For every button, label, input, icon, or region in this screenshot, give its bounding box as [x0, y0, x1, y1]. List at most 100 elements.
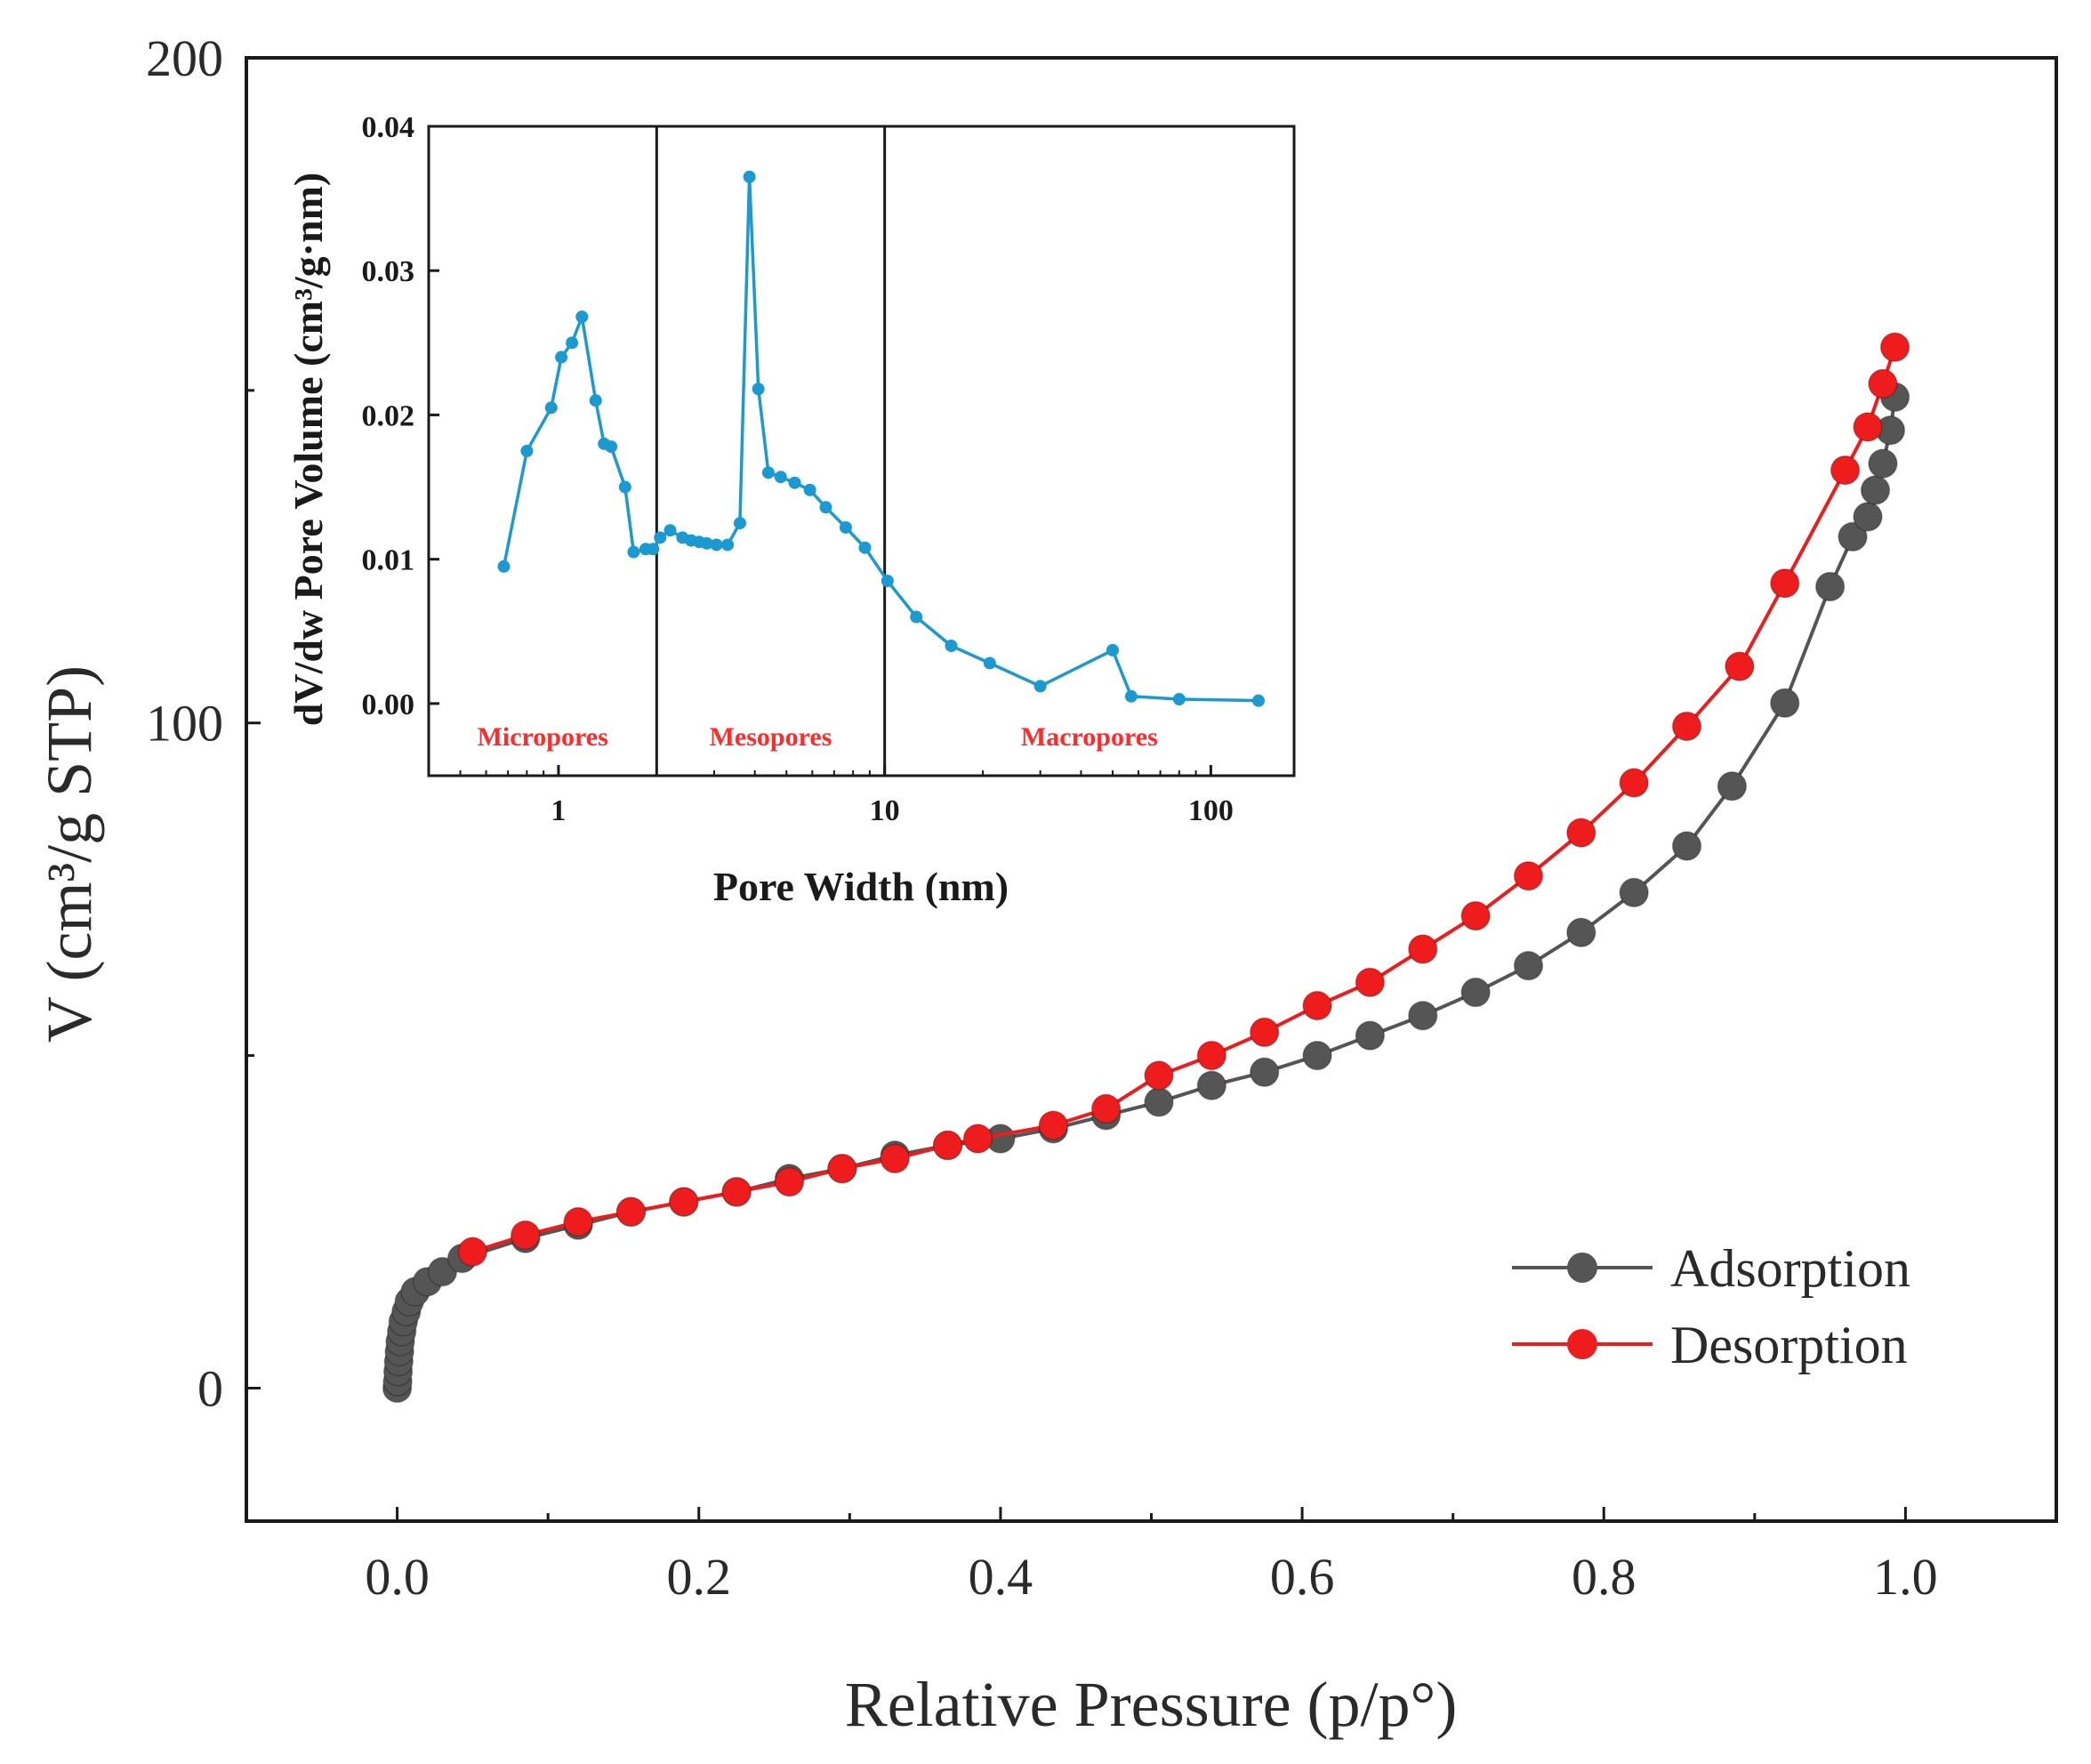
inset-axis-tick-labels: 1 10 100 0.00 0.01 0.02 0.03 0.04 — [362, 111, 1234, 827]
desorption-point — [1038, 1110, 1069, 1140]
adsorption-point — [1770, 688, 1800, 719]
y-tick-label: 200 — [146, 29, 223, 87]
inset-y-tick-label: 0.04 — [362, 111, 415, 144]
desorption-point — [1196, 1040, 1227, 1071]
inset-y-axis-title: dV/dw Pore Volume (cm³/g·nm) — [286, 173, 331, 726]
legend-label-desorption: Desorption — [1670, 1316, 1908, 1374]
legend-marker-desorption — [1567, 1329, 1597, 1359]
x-axis-title: Relative Pressure (p/p°) — [845, 1669, 1458, 1740]
desorption-point — [615, 1196, 647, 1228]
adsorption-point — [1860, 475, 1891, 505]
pore-distribution-point — [544, 401, 558, 415]
pore-distribution-point — [1172, 693, 1186, 706]
main-series-group — [382, 332, 1910, 1404]
desorption-point — [457, 1236, 488, 1267]
pore-distribution-point — [605, 440, 618, 454]
pore-distribution-point — [910, 610, 923, 624]
pore-distribution-point — [589, 394, 602, 407]
desorption-point — [1770, 568, 1800, 599]
desorption-point — [1144, 1060, 1174, 1091]
adsorption-point — [1853, 502, 1883, 532]
adsorption-point — [1144, 1087, 1174, 1117]
inset-plot-frame — [427, 125, 1296, 777]
desorption-point — [721, 1177, 752, 1207]
desorption-point — [1619, 768, 1649, 798]
adsorption-point — [1355, 1020, 1386, 1051]
pore-distribution-point — [983, 656, 996, 670]
y-tick-label: 100 — [146, 695, 223, 753]
pore-distribution-point — [743, 170, 756, 183]
desorption-point — [1671, 711, 1702, 742]
pore-distribution-point — [627, 545, 640, 559]
desorption-point — [510, 1220, 541, 1251]
desorption-point — [827, 1153, 857, 1184]
desorption-point — [1302, 990, 1332, 1021]
desorption-point — [1249, 1017, 1280, 1048]
legend-marker-adsorption — [1567, 1253, 1597, 1283]
pore-distribution-point — [700, 536, 713, 550]
inset-y-tick-label: 0.00 — [362, 689, 415, 721]
desorption-point — [669, 1187, 699, 1217]
pore-distribution-point — [752, 383, 765, 396]
pore-distribution-point — [774, 471, 787, 484]
desorption-point — [1868, 368, 1898, 399]
inset-x-tick-label: 1 — [551, 794, 566, 827]
pore-distribution-point — [575, 310, 589, 324]
pore-distribution-point — [647, 543, 660, 556]
inset-region-label-mesopores: Mesopores — [710, 722, 832, 752]
inset-x-tick-label: 10 — [870, 794, 900, 827]
inset-region-label-micropores: Micropores — [478, 722, 608, 752]
inset-axis-ticks — [429, 125, 1212, 776]
desorption-point — [1408, 934, 1438, 964]
adsorption-point — [1717, 771, 1748, 801]
pore-distribution-point — [663, 524, 677, 537]
desorption-point — [774, 1166, 805, 1197]
desorption-point — [1460, 900, 1491, 931]
adsorption-point — [1302, 1040, 1332, 1071]
pore-distribution-point — [819, 501, 832, 514]
desorption-point — [1090, 1093, 1122, 1124]
inset-plot: 1 10 100 0.00 0.01 0.02 0.03 0.04 Micropores Mes… — [286, 111, 1296, 909]
desorption-point — [932, 1130, 963, 1161]
x-tick-label: 0.0 — [365, 1548, 430, 1606]
desorption-point — [1830, 455, 1861, 486]
adsorption-point — [1671, 831, 1702, 861]
pore-distribution-point — [497, 560, 511, 573]
adsorption-point — [1513, 950, 1544, 981]
main-axis-tick-labels: 0.0 0.2 0.4 0.6 0.8 1.0 0 100 200 — [146, 29, 1938, 1606]
y-axis-title: V (cm³/g STP) — [34, 665, 105, 1043]
x-tick-label: 0.4 — [969, 1548, 1033, 1606]
inset-y-tick-label: 0.02 — [362, 399, 415, 432]
desorption-point — [962, 1124, 993, 1154]
desorption-point — [1566, 818, 1596, 848]
pore-distribution-point — [520, 445, 534, 457]
x-tick-label: 0.8 — [1572, 1548, 1637, 1606]
pore-distribution-point — [710, 538, 723, 552]
inset-y-tick-label: 0.01 — [362, 544, 415, 577]
inset-region-labels: Micropores Mesopores Macropores — [478, 722, 1158, 752]
desorption-point — [563, 1206, 593, 1237]
inset-series-group — [497, 170, 1265, 707]
desorption-point — [1355, 967, 1386, 998]
inset-y-tick-label: 0.03 — [362, 255, 415, 288]
adsorption-point — [1619, 877, 1649, 908]
pore-distribution-point — [733, 517, 746, 530]
x-tick-label: 0.2 — [667, 1548, 732, 1606]
adsorption-point — [1814, 571, 1846, 602]
pore-distribution-point — [839, 520, 852, 534]
pore-distribution-point — [566, 336, 579, 350]
adsorption-point — [1566, 917, 1596, 948]
desorption-point — [880, 1143, 910, 1174]
pore-distribution-point — [788, 476, 801, 489]
inset-x-tick-label: 100 — [1188, 794, 1234, 827]
pore-distribution-point — [1251, 694, 1265, 707]
main-axis-ticks — [246, 56, 1907, 1521]
adsorption-point — [1838, 521, 1868, 552]
y-tick-label: 0 — [197, 1359, 223, 1417]
inset-region-boundaries — [655, 126, 887, 776]
pore-distribution-point — [1106, 643, 1119, 656]
legend-label-adsorption: Adsorption — [1670, 1239, 1910, 1298]
pore-distribution-point — [654, 531, 667, 544]
adsorption-point — [1460, 977, 1491, 1008]
desorption-point — [1853, 412, 1883, 442]
